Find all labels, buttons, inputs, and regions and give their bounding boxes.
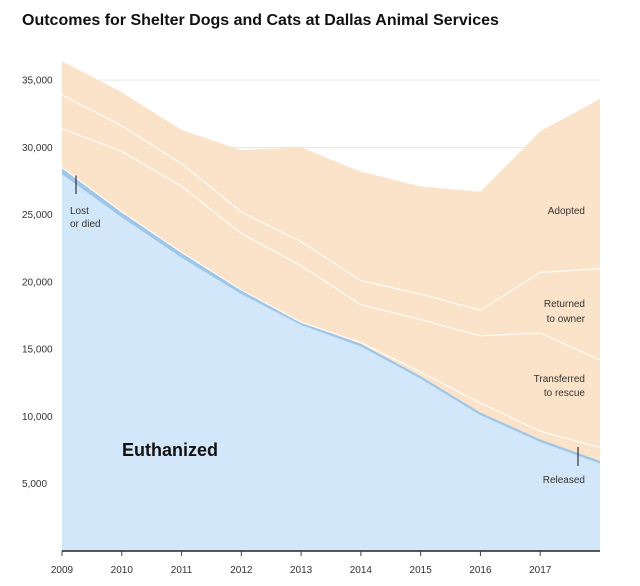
x-tick-label: 2015 — [410, 565, 433, 576]
label-adopted: Adopted — [548, 206, 585, 217]
x-tick-label: 2009 — [51, 565, 74, 576]
chart-title: Outcomes for Shelter Dogs and Cats at Da… — [22, 12, 499, 29]
label-returned-line1: Returned — [544, 299, 585, 310]
y-tick-label: 30,000 — [22, 143, 53, 154]
x-tick-label: 2010 — [111, 565, 134, 576]
axes: 5,000 10,000 15,000 20,000 25,000 30,000 35,00… — [22, 76, 600, 576]
area-series — [62, 61, 600, 552]
x-tick-label: 2016 — [469, 565, 492, 576]
x-tick-label: 2013 — [290, 565, 313, 576]
series-separators — [61, 94, 601, 448]
label-lost-line2: or died — [70, 219, 101, 230]
area-adopted — [62, 61, 600, 311]
y-tick-label: 15,000 — [22, 345, 53, 356]
area-transferred-to-rescue — [62, 128, 600, 448]
label-returned-line2: to owner — [547, 314, 586, 325]
x-tick-label: 2012 — [230, 565, 253, 576]
series-separator — [61, 128, 601, 361]
label-released: Released — [543, 475, 585, 486]
annotations: Lost or died Euthanized Adopted Returned to o… — [70, 175, 586, 486]
y-tick-label: 25,000 — [22, 210, 53, 221]
x-tick-label: 2017 — [529, 565, 552, 576]
y-tick-label: 5,000 — [22, 479, 47, 490]
y-tick-label: 10,000 — [22, 412, 53, 423]
series-separator — [61, 167, 601, 448]
x-tick-label: 2011 — [171, 565, 193, 576]
y-tick-label: 35,000 — [22, 76, 53, 87]
x-tick-label: 2014 — [350, 565, 373, 576]
label-transferred-line1: Transferred — [534, 374, 585, 385]
series-separator — [61, 94, 601, 311]
area-euthanized — [62, 174, 600, 552]
label-euthanized: Euthanized — [122, 440, 218, 460]
y-tick-label: 20,000 — [22, 277, 53, 288]
label-lost-line1: Lost — [70, 206, 89, 217]
label-transferred-line2: to rescue — [544, 388, 586, 399]
area-returned-to-owner — [62, 95, 600, 360]
